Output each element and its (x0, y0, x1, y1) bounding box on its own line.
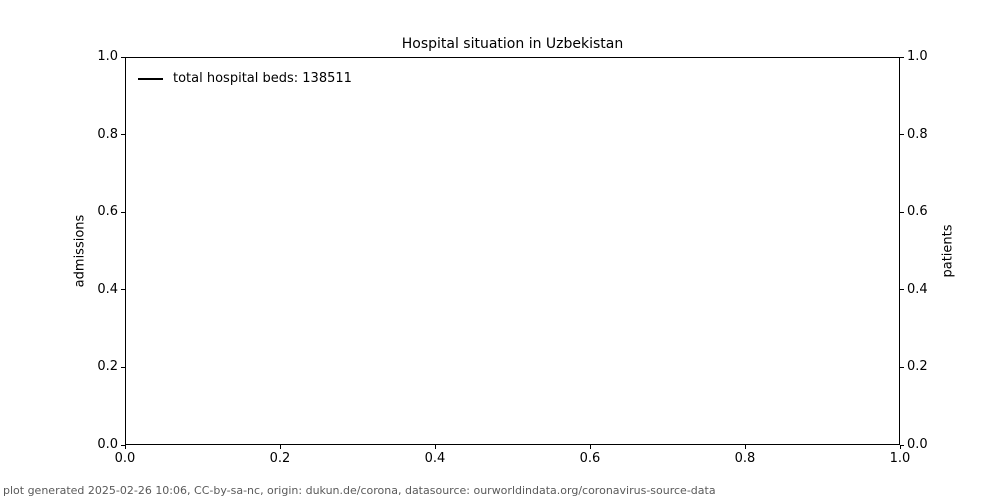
y-left-tick-mark (121, 366, 125, 368)
y-right-tick-label: 0.8 (907, 126, 928, 142)
legend: total hospital beds: 138511 (138, 71, 352, 87)
y-left-tick-mark (121, 134, 125, 136)
y-axis-label-left: admissions (72, 214, 88, 288)
x-tick-label: 1.0 (889, 451, 911, 466)
x-tick-mark (279, 445, 281, 449)
y-right-tick-mark (900, 444, 904, 446)
x-tick-label: 0.2 (269, 451, 291, 466)
y-left-tick-label: 0.0 (97, 437, 118, 452)
plot-area: total hospital beds: 138511 (125, 57, 900, 445)
x-tick-mark (589, 445, 591, 449)
y-right-tick-mark (900, 211, 904, 213)
y-left-tick-mark (121, 444, 125, 446)
y-left-tick-mark (121, 56, 125, 58)
y-right-tick-label: 0.6 (907, 204, 928, 220)
x-tick-mark (434, 445, 436, 449)
y-axis-label-right: patients (940, 224, 956, 278)
x-tick-label: 0.6 (579, 451, 601, 466)
y-left-tick-mark (121, 289, 125, 291)
x-tick-mark (124, 445, 126, 449)
x-tick-mark (899, 445, 901, 449)
chart-title: Hospital situation in Uzbekistan (401, 36, 624, 52)
y-left-tick-label: 0.8 (97, 126, 118, 142)
y-right-tick-label: 0.2 (907, 359, 928, 375)
y-left-tick-label: 0.6 (97, 204, 118, 220)
legend-line-swatch (138, 78, 163, 80)
y-right-tick-label: 1.0 (907, 49, 928, 64)
y-right-tick-label: 0.0 (907, 437, 928, 452)
legend-label: total hospital beds: 138511 (173, 71, 352, 86)
y-right-tick-mark (900, 366, 904, 368)
footer-attribution: plot generated 2025-02-26 10:06, CC-by-s… (3, 484, 716, 497)
y-left-tick-mark (121, 211, 125, 213)
y-right-tick-label: 0.4 (907, 281, 928, 297)
y-left-tick-label: 0.4 (97, 281, 118, 297)
y-right-tick-mark (900, 56, 904, 58)
x-tick-mark (744, 445, 746, 449)
y-right-tick-mark (900, 289, 904, 291)
x-tick-label: 0.4 (424, 451, 446, 466)
x-tick-label: 0.0 (114, 451, 136, 466)
y-right-tick-mark (900, 134, 904, 136)
y-left-tick-label: 1.0 (97, 49, 118, 64)
y-left-tick-label: 0.2 (97, 359, 118, 375)
x-tick-label: 0.8 (734, 451, 756, 466)
